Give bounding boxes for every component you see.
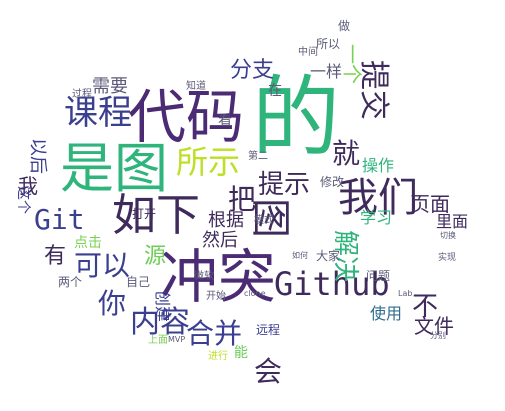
word-kecheng: 课程	[64, 93, 132, 133]
word-wenjian: 文件	[414, 314, 454, 338]
word-ranhou: 然后	[202, 230, 238, 251]
word-daka: 打开	[132, 207, 157, 221]
word-dajia: 大家	[316, 249, 341, 263]
word-yihou: 以后	[27, 138, 48, 174]
word-zhidao: 知道	[186, 81, 206, 92]
word-zhongjian: 中间	[298, 47, 318, 58]
word-jinxing: 进行	[208, 351, 228, 362]
word-daima: 代码	[128, 83, 245, 151]
word-bu: 不	[412, 292, 439, 322]
word-hui: 会	[254, 355, 283, 388]
word-kaishi: 开始	[206, 291, 226, 302]
word-mvp: MVP	[168, 335, 186, 344]
word-yemian: 页面	[410, 192, 450, 216]
word-dianji: 点击	[74, 235, 102, 251]
word-limian: 里面	[436, 212, 469, 231]
word-yuan: 源	[144, 244, 167, 269]
word-fenzhi: 分支	[230, 58, 275, 83]
word-genju: 根据	[208, 210, 244, 231]
word-nengneng: 能	[234, 345, 248, 361]
word-guocheng: 过程	[72, 89, 92, 100]
word-ziji: 自己	[126, 275, 151, 289]
word-bao: 把	[228, 183, 257, 216]
word-fenbie: 分别	[430, 331, 446, 340]
word-shangmian: 上面	[148, 335, 168, 346]
word-caozuo: 操作	[362, 156, 395, 175]
word-git: Git	[34, 203, 85, 236]
word-suoshi: 所示	[176, 143, 241, 181]
word-ni: 你	[98, 287, 127, 320]
word-kan: 看	[218, 113, 232, 129]
word-shixian: 实现	[438, 253, 457, 263]
word-liangge: 两个	[58, 275, 83, 289]
word-xiugai: 修改	[320, 175, 345, 189]
word-diyi: 第二	[248, 151, 268, 162]
word-ruhe: 如何	[292, 251, 308, 260]
word-yuancheng: 远程	[256, 323, 281, 337]
word-jiu: 就	[332, 137, 361, 170]
word-tishi: 提示	[258, 170, 311, 200]
word-zai: 在	[268, 83, 282, 99]
word-shitu: 是图	[60, 137, 168, 200]
word-ruxia: 如下	[112, 190, 200, 241]
word-wenti: 问题	[366, 269, 391, 283]
word-weiruan: 微软	[194, 271, 214, 282]
word-hebing: 合并	[186, 317, 243, 350]
word-suoyi: 所以	[316, 37, 341, 51]
word-wo: 我	[18, 174, 38, 198]
word-de: 的	[252, 66, 341, 169]
word-keyi: 可以	[74, 249, 131, 282]
word-yige: 一个	[340, 44, 364, 84]
word-youle: 有	[44, 244, 67, 269]
word-qiehuan: 切换	[440, 231, 456, 240]
word-xuexi: 学习	[360, 208, 393, 227]
word-zhege: 这个	[15, 186, 31, 214]
word-chuangjian: 创建	[153, 290, 172, 323]
word-zuo: 做	[338, 19, 351, 33]
word-clone: clone	[244, 289, 266, 298]
word-chongtu: 冲突	[160, 243, 277, 311]
word-moshi: 模式	[254, 215, 274, 226]
word-github: Github	[274, 265, 390, 303]
word-women: 我们	[338, 175, 418, 221]
word-neirong: 内容	[130, 305, 190, 340]
word-shiyong: 使用	[370, 304, 403, 323]
word-yiyang: 一样	[310, 62, 343, 81]
word-lab: Lab	[398, 289, 413, 298]
word-xuyao: 需要	[92, 76, 128, 97]
